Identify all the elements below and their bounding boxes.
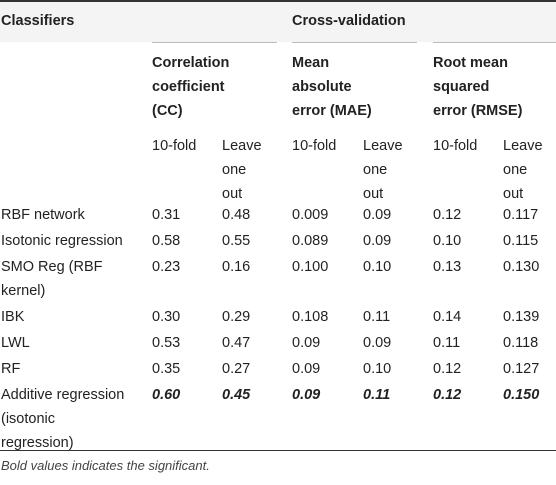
table-cell: 0.139 — [503, 309, 540, 325]
table-cell: 0.31 — [152, 207, 181, 223]
table-cell: 0.55 — [222, 233, 251, 249]
table-cell: 0.117 — [503, 207, 539, 223]
table-cell: 0.58 — [152, 233, 181, 249]
loo-header-line: out — [363, 186, 384, 202]
table-cell: 0.47 — [222, 335, 251, 351]
table-cell: 0.53 — [152, 335, 181, 351]
loo-header-line: one — [503, 162, 528, 178]
cc-header-line: Correlation — [152, 55, 230, 71]
table-cell: 0.12 — [433, 387, 462, 403]
table-cell: 0.09 — [292, 387, 321, 403]
row-name-line: (isotonic — [1, 411, 55, 427]
table-cell: 0.09 — [363, 335, 392, 351]
table-cell: 0.150 — [503, 387, 540, 403]
header-band — [0, 0, 556, 42]
loo-header-line: Leave — [363, 138, 403, 154]
row-name-line: RBF network — [1, 207, 85, 223]
mae-underline — [292, 42, 417, 43]
cc-underline — [152, 42, 277, 43]
row-name-line: IBK — [1, 309, 25, 325]
top-rule — [0, 0, 556, 2]
table-cell: 0.13 — [433, 259, 462, 275]
loo-header-line: one — [363, 162, 388, 178]
rmse-header-line: Root mean — [433, 55, 508, 71]
mae-header-line: absolute — [292, 79, 352, 95]
table-cell: 0.11 — [433, 335, 461, 351]
table-cell: 0.09 — [292, 335, 321, 351]
footnote: Bold values indicates the significant. — [1, 458, 210, 473]
rmse-header-line: squared — [433, 79, 490, 95]
row-name-line: Additive regression — [1, 387, 125, 403]
bottom-rule — [0, 450, 556, 451]
table-cell: 0.09 — [292, 361, 321, 377]
cross-validation-header: Cross-validation — [292, 13, 406, 29]
table-cell: 0.10 — [433, 233, 462, 249]
table-cell: 0.14 — [433, 309, 462, 325]
table-cell: 0.29 — [222, 309, 251, 325]
cc-header-line: (CC) — [152, 103, 183, 119]
table-cell: 0.23 — [152, 259, 181, 275]
table-cell: 0.108 — [292, 309, 329, 325]
table-cell: 0.115 — [503, 233, 539, 249]
row-name-line: Isotonic regression — [1, 233, 123, 249]
row-name-line: SMO Reg (RBF — [1, 259, 103, 275]
loo-header-line: Leave — [222, 138, 262, 154]
table-cell: 0.60 — [152, 387, 181, 403]
table-cell: 0.30 — [152, 309, 181, 325]
loo-header-line: out — [222, 186, 243, 202]
loo-header-line: Leave — [503, 138, 543, 154]
table-cell: 0.11 — [363, 387, 391, 403]
loo-header-line: one — [222, 162, 247, 178]
table-cell: 0.48 — [222, 207, 251, 223]
fold-header: 10-fold — [292, 138, 337, 154]
table-cell: 0.10 — [363, 361, 392, 377]
cc-header-line: coefficient — [152, 79, 225, 95]
table-cell: 0.16 — [222, 259, 251, 275]
table-cell: 0.27 — [222, 361, 251, 377]
table-cell: 0.089 — [292, 233, 329, 249]
row-name-line: regression) — [1, 435, 74, 451]
table-cell: 0.127 — [503, 361, 540, 377]
row-name-line: LWL — [1, 335, 30, 351]
rmse-header-line: error (RMSE) — [433, 103, 523, 119]
table-cell: 0.130 — [503, 259, 540, 275]
table-cell: 0.009 — [292, 207, 329, 223]
row-name-line: RF — [1, 361, 21, 377]
table-cell: 0.100 — [292, 259, 329, 275]
table-cell: 0.12 — [433, 361, 462, 377]
table-cell: 0.35 — [152, 361, 181, 377]
loo-header-line: out — [503, 186, 524, 202]
table-cell: 0.12 — [433, 207, 462, 223]
table-cell: 0.09 — [363, 233, 392, 249]
classifiers-header: Classifiers — [1, 13, 75, 29]
row-name-line: kernel) — [1, 283, 46, 299]
table-cell: 0.118 — [503, 335, 539, 351]
rmse-underline — [433, 42, 556, 43]
mae-header-line: error (MAE) — [292, 103, 372, 119]
table-cell: 0.45 — [222, 387, 251, 403]
fold-header: 10-fold — [433, 138, 478, 154]
table-cell: 0.11 — [363, 309, 391, 325]
table-cell: 0.10 — [363, 259, 392, 275]
fold-header: 10-fold — [152, 138, 197, 154]
mae-header-line: Mean — [292, 55, 330, 71]
table-cell: 0.09 — [363, 207, 392, 223]
